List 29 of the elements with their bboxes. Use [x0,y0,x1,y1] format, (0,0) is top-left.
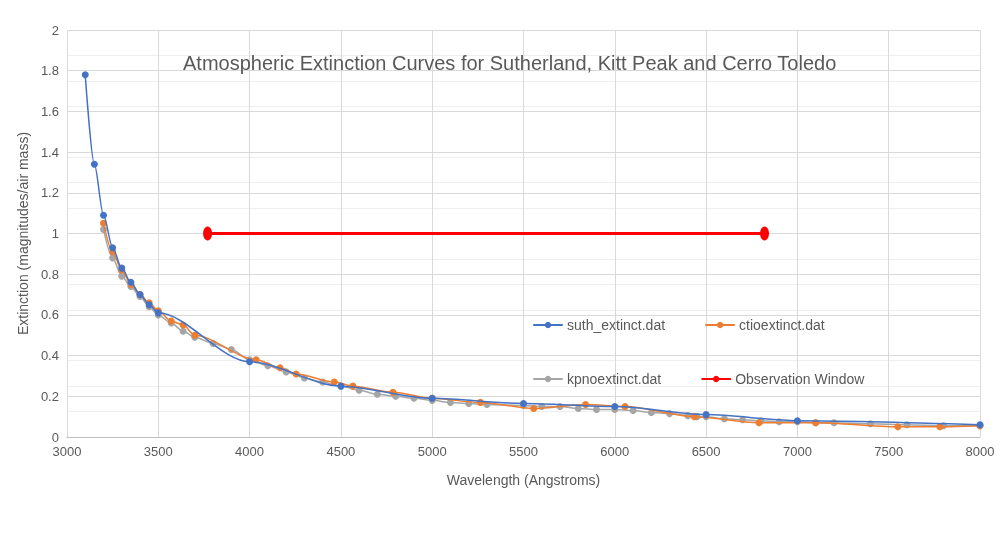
x-tick-label: 7500 [874,444,904,459]
x-tick-label: 5500 [509,444,538,459]
x-tick-label: 6000 [600,444,630,459]
x-tick-label: 5000 [417,444,447,459]
legend-label: Observation Window [735,371,866,387]
legend-label: ctioextinct.dat [739,317,825,333]
y-tick-label: 0.6 [40,307,59,323]
x-tick-label: 8000 [965,444,995,459]
y-tick-label: 1.6 [40,103,59,119]
x-tick-label: 7000 [782,444,812,459]
y-tick-label: 0.4 [40,348,59,364]
legend-label: suth_extinct.dat [567,317,666,333]
y-tick-label: 2 [51,22,59,38]
y-tick-label: 1.2 [40,185,59,201]
y-tick-label: 0.2 [40,388,59,404]
x-axis-title: Wavelength (Angstroms) [446,472,601,488]
x-tick-label: 6500 [691,444,721,459]
x-tick-label: 3000 [52,444,82,459]
x-tick-label: 4500 [326,444,356,459]
y-tick-label: 1.4 [40,144,59,160]
x-tick-label: 3500 [143,444,173,459]
legend-label: kpnoextinct.dat [567,371,662,387]
y-tick-label: 0.8 [40,266,59,282]
y-tick-label: 1 [51,226,59,241]
y-tick-label: 0 [51,429,59,445]
x-tick-label: 4000 [235,444,265,459]
text: Atmospheric Extinction Curves for Sutherland, Kitt Peak and Cerro Toledo [183,52,837,74]
y-axis-title: Extinction (magnitudes/air mass) [15,131,31,336]
y-tick-label: 1.8 [40,63,59,79]
